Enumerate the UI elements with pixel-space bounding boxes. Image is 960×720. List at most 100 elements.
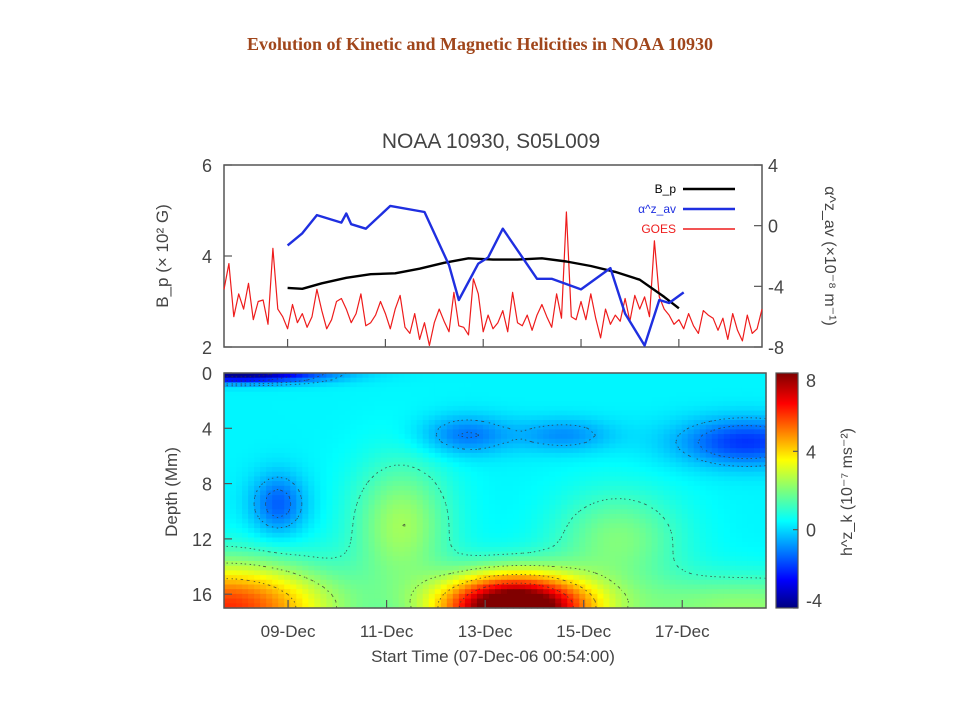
heatmap-cell — [338, 546, 346, 553]
heatmap-cell — [675, 391, 683, 398]
heatmap-cell — [470, 448, 478, 454]
heatmap-cell — [759, 537, 767, 543]
heatmap-cell — [651, 391, 659, 398]
heatmap-cell — [398, 570, 406, 576]
heatmap-cell — [735, 396, 743, 402]
heatmap-cell — [434, 528, 442, 534]
heatmap-cell — [537, 495, 544, 501]
heatmap-cell — [326, 415, 333, 421]
heatmap-cell — [488, 415, 496, 421]
heatmap-cell — [350, 373, 358, 379]
heatmap-cell — [314, 537, 321, 543]
heatmap-cell — [531, 424, 538, 430]
heatmap-cell — [501, 410, 508, 416]
heatmap-cell — [248, 490, 255, 496]
heatmap-cell — [470, 387, 478, 393]
heatmap-cell — [386, 579, 394, 586]
heatmap-cell — [446, 603, 454, 609]
heatmap-cell — [362, 415, 370, 421]
heatmap-cell — [555, 556, 562, 562]
heatmap-cell — [567, 405, 574, 412]
heatmap-cell — [362, 382, 370, 388]
heatmap-cell — [519, 603, 526, 609]
heatmap-cell — [567, 551, 574, 557]
heatmap-cell — [651, 424, 659, 430]
heatmap-cell — [693, 387, 701, 393]
heatmap-cell — [573, 556, 580, 562]
heatmap-cell — [543, 387, 550, 393]
heatmap-cell — [651, 476, 659, 482]
heatmap-cell — [482, 396, 490, 402]
heatmap-cell — [675, 438, 683, 445]
heatmap-cell — [476, 589, 484, 595]
heatmap-cell — [302, 476, 309, 482]
heatmap-cell — [254, 377, 261, 383]
heatmap-cell — [350, 471, 358, 477]
heatmap-cell — [693, 462, 701, 468]
heatmap-cell — [284, 490, 291, 496]
heatmap-cell — [362, 410, 370, 416]
heatmap-cell — [519, 401, 526, 407]
heatmap-cell — [278, 415, 285, 421]
heatmap-cell — [338, 448, 346, 454]
heatmap-cell — [260, 391, 267, 398]
heatmap-cell — [308, 401, 315, 407]
heatmap-cell — [633, 481, 641, 487]
heatmap-cell — [723, 546, 731, 553]
heatmap-cell — [464, 382, 472, 388]
heatmap-cell — [356, 387, 364, 393]
heatmap-cell — [356, 373, 364, 379]
heatmap-cell — [254, 396, 261, 402]
heatmap-cell — [555, 471, 562, 477]
heatmap-cell — [609, 579, 617, 586]
heatmap-cell — [434, 575, 442, 581]
heatmap-cell — [723, 391, 731, 398]
heatmap-cell — [302, 481, 309, 487]
heatmap-cell — [579, 575, 586, 581]
heatmap-cell — [699, 575, 707, 581]
heatmap-cell — [374, 504, 382, 510]
heatmap-cell — [398, 537, 406, 543]
heatmap-cell — [699, 532, 707, 539]
heatmap-cell — [693, 405, 701, 412]
heatmap-cell — [332, 443, 340, 449]
heatmap-cell — [735, 391, 743, 398]
heatmap-cell — [308, 476, 315, 482]
heatmap-cell — [729, 565, 737, 571]
heatmap-cell — [332, 551, 340, 557]
heatmap-cell — [482, 377, 490, 383]
heatmap-cell — [735, 452, 743, 459]
heatmap-cell — [326, 448, 333, 454]
heatmap-cell — [753, 424, 761, 430]
heatmap-cell — [392, 532, 400, 539]
heatmap-cell — [386, 523, 394, 529]
heatmap-cell — [657, 542, 665, 548]
heatmap-cell — [585, 575, 592, 581]
heatmap-cell — [741, 518, 749, 524]
heatmap-cell — [645, 537, 653, 543]
heatmap-cell — [591, 556, 598, 562]
heatmap-cell — [753, 457, 761, 463]
heatmap-cell — [603, 518, 611, 524]
heatmap-cell — [476, 504, 484, 510]
heatmap-cell — [741, 532, 749, 539]
heatmap-cell — [639, 495, 647, 501]
heatmap-cell — [735, 382, 743, 388]
heatmap-cell — [356, 405, 364, 412]
heatmap-cell — [495, 443, 502, 449]
heatmap-cell — [531, 499, 538, 506]
heatmap-cell — [621, 561, 629, 567]
heatmap-cell — [609, 499, 617, 506]
heatmap-cell — [296, 485, 303, 492]
heatmap-cell — [579, 420, 586, 426]
heatmap-cell — [681, 377, 689, 383]
heatmap-cell — [362, 546, 370, 553]
heatmap-cell — [392, 546, 400, 553]
heatmap-cell — [326, 396, 333, 402]
heatmap-cell — [717, 438, 725, 445]
heatmap-cell — [513, 499, 520, 506]
heatmap-cell — [555, 518, 562, 524]
heatmap-cell — [693, 561, 701, 567]
heatmap-cell — [579, 373, 586, 379]
heatmap-cell — [488, 495, 496, 501]
